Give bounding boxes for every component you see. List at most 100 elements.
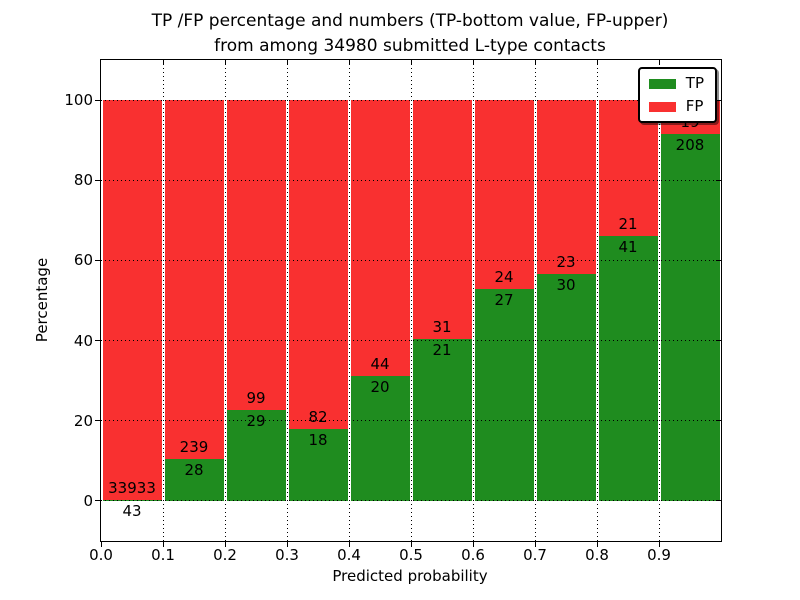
- bottom-tick-mark: [286, 542, 288, 547]
- gridline-horizontal: [101, 99, 721, 101]
- y-tick-label: 20: [73, 411, 93, 430]
- gridline-vertical: [596, 60, 598, 541]
- bottom-tick-mark: [162, 542, 164, 547]
- top-tick-mark: [162, 60, 164, 65]
- gridline-horizontal: [101, 259, 721, 261]
- gridline-horizontal: [101, 340, 721, 342]
- tp-legend-label: TP: [685, 74, 704, 92]
- left-tick-mark: [95, 500, 100, 502]
- left-tick-mark: [95, 99, 100, 101]
- tp-count-label: 29: [246, 412, 266, 431]
- gridline-vertical: [224, 60, 226, 541]
- x-tick-label: 0.0: [89, 546, 113, 564]
- fp-count-label: 99: [246, 389, 266, 408]
- bar-segment-tp: [412, 339, 472, 501]
- x-axis-label: Predicted probability: [332, 567, 488, 585]
- top-tick-mark: [224, 60, 226, 65]
- gridline-vertical: [348, 60, 350, 541]
- right-tick-mark: [716, 99, 721, 101]
- tp-legend-swatch: [648, 78, 676, 89]
- bottom-tick-mark: [100, 542, 102, 547]
- bottom-tick-mark: [348, 542, 350, 547]
- fp-legend-swatch: [648, 101, 676, 112]
- right-tick-mark: [716, 259, 721, 261]
- top-tick-mark: [472, 60, 474, 65]
- gridline-vertical: [472, 60, 474, 541]
- right-tick-mark: [716, 420, 721, 422]
- bar-segment-tp: [288, 428, 348, 501]
- gridline-horizontal: [101, 420, 721, 422]
- gridline-vertical: [534, 60, 536, 541]
- y-tick-label: 100: [64, 91, 93, 110]
- bottom-tick-mark: [658, 542, 660, 547]
- tp-count-label: 20: [370, 377, 390, 396]
- x-tick-label: 0.3: [275, 546, 299, 564]
- bar-segment-tp: [350, 375, 410, 501]
- gridline-vertical: [658, 60, 660, 541]
- y-axis-label: Percentage: [33, 257, 51, 343]
- bottom-tick-mark: [472, 542, 474, 547]
- x-tick-label: 0.5: [399, 546, 423, 564]
- fp-count-label: 31: [432, 318, 452, 337]
- bar-segment-fp: [350, 100, 410, 376]
- right-tick-mark: [716, 340, 721, 342]
- y-tick-label: 60: [73, 251, 93, 270]
- left-tick-mark: [95, 259, 100, 261]
- bottom-tick-mark: [224, 542, 226, 547]
- bottom-tick-mark: [410, 542, 412, 547]
- tp-count-label: 208: [675, 135, 705, 154]
- y-tick-label: 0: [83, 491, 93, 510]
- tp-count-label: 30: [556, 276, 576, 295]
- x-tick-label: 0.2: [213, 546, 237, 564]
- top-tick-mark: [596, 60, 598, 65]
- top-tick-mark: [286, 60, 288, 65]
- left-tick-mark: [95, 420, 100, 422]
- top-tick-mark: [658, 60, 660, 65]
- fp-count-label: 23: [556, 253, 576, 272]
- plot-area: 33933 43 239 28 99 29 82 18 44 20 31 21 24 27 23 30 21 41…: [100, 59, 722, 542]
- tp-count-label: 21: [432, 341, 452, 360]
- bar-segment-tp: [474, 288, 534, 501]
- right-tick-mark: [716, 179, 721, 181]
- x-tick-label: 0.6: [461, 546, 485, 564]
- bar-segment-fp: [474, 100, 534, 289]
- bar-segment-fp: [226, 100, 286, 411]
- bar-segment-fp: [288, 100, 348, 429]
- bar-segment-tp: [226, 410, 286, 501]
- left-tick-mark: [95, 179, 100, 181]
- tp-count-label: 27: [494, 290, 514, 309]
- x-tick-label: 0.7: [523, 546, 547, 564]
- bar-segment-fp: [536, 100, 596, 275]
- x-tick-label: 0.8: [585, 546, 609, 564]
- bottom-tick-mark: [534, 542, 536, 547]
- gridline-horizontal: [101, 500, 721, 502]
- bottom-tick-mark: [596, 542, 598, 547]
- tp-count-label: 28: [184, 460, 204, 479]
- gridline-vertical: [162, 60, 164, 541]
- bar-segment-tp: [536, 274, 596, 501]
- bar-segment-tp: [598, 235, 658, 501]
- fp-count-label: 24: [494, 267, 514, 286]
- top-tick-mark: [348, 60, 350, 65]
- bar-segment-fp: [412, 100, 472, 340]
- chart-title-line1: TP /FP percentage and numbers (TP-bottom…: [151, 11, 669, 31]
- tp-count-label: 18: [308, 430, 328, 449]
- top-tick-mark: [534, 60, 536, 65]
- bar-segment-fp: [102, 100, 162, 501]
- y-tick-label: 40: [73, 331, 93, 350]
- gridline-vertical: [410, 60, 412, 541]
- tp-count-label: 43: [122, 502, 142, 521]
- fp-legend-label: FP: [685, 97, 704, 115]
- bar-segment-fp: [164, 100, 224, 459]
- left-tick-mark: [95, 340, 100, 342]
- chart-title: TP /FP percentage and numbers (TP-bottom…: [100, 9, 720, 59]
- y-tick-label: 80: [73, 171, 93, 190]
- x-tick-label: 0.1: [151, 546, 175, 564]
- x-tick-label: 0.4: [337, 546, 361, 564]
- right-tick-mark: [716, 500, 721, 502]
- fp-count-label: 82: [308, 407, 328, 426]
- bar-segment-tp: [164, 458, 224, 501]
- fp-count-label: 21: [618, 214, 638, 233]
- gridline-vertical: [286, 60, 288, 541]
